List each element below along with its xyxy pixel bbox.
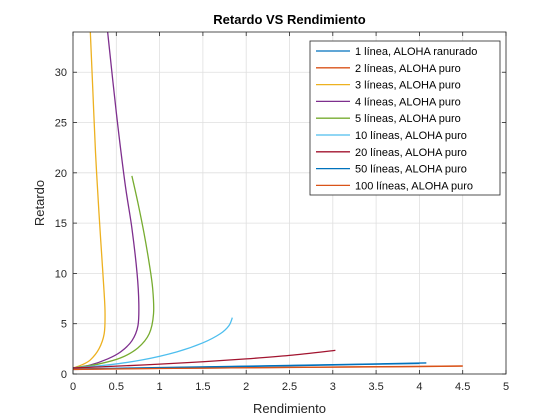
series-line-3 <box>73 32 106 369</box>
legend-entry-label: 10 líneas, ALOHA puro <box>355 130 467 142</box>
y-tick-label: 10 <box>55 268 67 280</box>
x-tick-label: 4 <box>416 381 422 393</box>
x-axis-label: Rendimiento <box>253 401 326 416</box>
legend-entry-label: 5 líneas, ALOHA puro <box>355 113 461 125</box>
x-tick-label: 1.5 <box>195 381 210 393</box>
x-tick-label: 5 <box>503 381 509 393</box>
series-line-9 <box>73 365 463 371</box>
x-tick-label: 1 <box>157 381 163 393</box>
legend: 1 línea, ALOHA ranurado 2 líneas, ALOHA p… <box>309 40 501 196</box>
series-line-4 <box>73 32 140 369</box>
y-tick-label: 15 <box>55 218 67 230</box>
legend-entry-label: 4 líneas, ALOHA puro <box>355 96 461 108</box>
legend-entry-label: 1 línea, ALOHA ranurado <box>355 46 477 58</box>
y-tick-label: 0 <box>61 369 67 381</box>
series-layer <box>73 32 463 371</box>
x-tick-label: 2 <box>243 381 249 393</box>
legend-entry-label: 20 líneas, ALOHA puro <box>355 147 467 159</box>
y-tick-label: 20 <box>55 168 67 180</box>
x-tick-label: 0 <box>70 381 76 393</box>
series-line-5 <box>73 175 155 369</box>
x-tick-label: 4.5 <box>455 381 470 393</box>
x-tick-label: 3.5 <box>368 381 383 393</box>
x-tick-label: 0.5 <box>109 381 124 393</box>
y-tick-label: 30 <box>55 67 67 79</box>
x-tick-labels: 0 0.5 1 1.5 2 2.5 3 3.5 4 4.5 5 <box>70 381 509 393</box>
x-tick-label: 2.5 <box>282 381 297 393</box>
y-tick-label: 25 <box>55 118 67 130</box>
ticks <box>72 32 507 375</box>
y-axis-label: Retardo <box>32 180 47 226</box>
series-line-6 <box>73 317 233 369</box>
series-line-7 <box>73 349 336 369</box>
legend-entry-label: 3 líneas, ALOHA puro <box>355 80 461 92</box>
legend-entry-label: 50 líneas, ALOHA puro <box>355 164 467 176</box>
legend-entry-label: 100 líneas, ALOHA puro <box>355 180 473 192</box>
legend-entry-label: 2 líneas, ALOHA puro <box>355 63 461 75</box>
chart-title: Retardo VS Rendimiento <box>213 12 365 27</box>
x-tick-label: 3 <box>330 381 336 393</box>
y-tick-labels: 0 5 10 15 20 25 30 <box>55 67 67 381</box>
y-tick-label: 5 <box>61 319 67 331</box>
